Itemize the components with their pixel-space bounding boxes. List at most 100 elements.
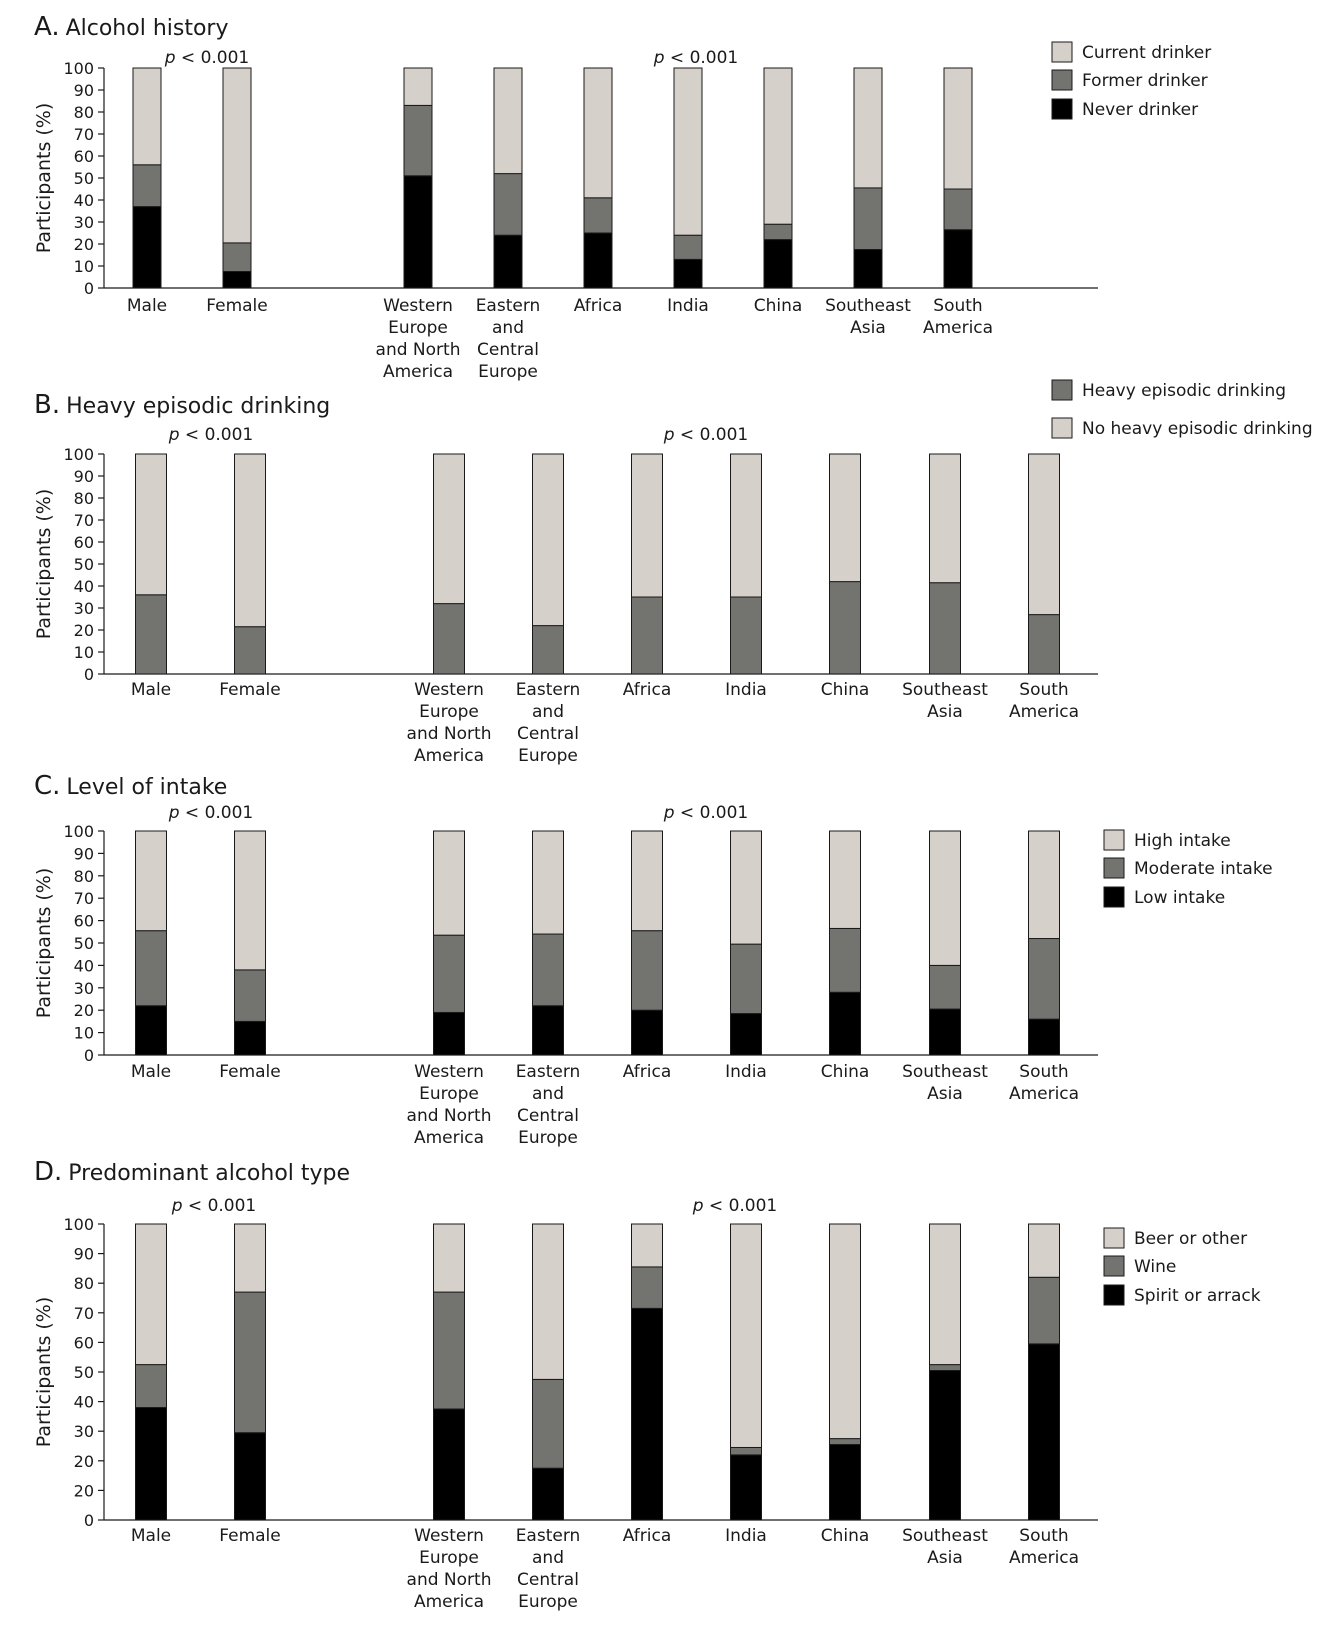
legend-label: No heavy episodic drinking — [1082, 419, 1313, 439]
y-tick-label: 30 — [74, 979, 94, 998]
y-tick-label: 20 — [74, 1001, 94, 1020]
category-label: America — [414, 746, 484, 766]
category-label: India — [725, 680, 767, 700]
category-label: Africa — [623, 1062, 672, 1082]
y-tick-label: 60 — [74, 147, 94, 166]
bar-segment — [730, 1223, 762, 1448]
category-label: Europe — [518, 1128, 578, 1148]
y-tick-label: 70 — [74, 125, 94, 144]
bar-segment — [222, 67, 252, 244]
category-label: America — [414, 1592, 484, 1612]
bar-segment — [829, 1444, 861, 1521]
category-label: South — [1019, 680, 1068, 700]
panel-letter: B. — [34, 390, 60, 420]
p-value-label: p < 0.001 — [168, 803, 254, 823]
bar-segment — [853, 249, 883, 289]
y-tick-label: 80 — [74, 103, 94, 122]
legend-swatch — [1051, 379, 1073, 401]
bar-segment — [135, 1407, 167, 1521]
bar-segment — [433, 1011, 465, 1056]
panel-title: D. Predominant alcohol type — [34, 1157, 350, 1187]
y-tick-label: 20 — [74, 1452, 94, 1471]
y-axis-label: Participants (%) — [33, 1297, 55, 1448]
y-tick-label: 90 — [74, 467, 94, 486]
bar-segment — [433, 1291, 465, 1410]
bar-segment — [929, 1008, 961, 1056]
bar-segment — [1028, 1276, 1060, 1345]
chart-panel-a: A. Alcohol history 0 10 20 30 40 50 60 70 80 90 100 P… — [33, 12, 1211, 382]
bar-segment — [943, 188, 973, 231]
chart-panel-d: D. Predominant alcohol type 0 20 20 30 40 50 60 7… — [33, 1157, 1261, 1612]
p-symbol: p — [168, 425, 180, 445]
bar-segment — [829, 1223, 861, 1440]
panel-title-text: Heavy episodic drinking — [66, 394, 330, 419]
y-tick-label: 0 — [84, 279, 94, 298]
bar-segment — [1028, 830, 1060, 940]
bar-segment — [1028, 1223, 1060, 1278]
category-label: Asia — [927, 1084, 963, 1104]
bar-segment — [763, 223, 793, 241]
y-tick-label: 80 — [74, 489, 94, 508]
y-tick-label: 50 — [74, 1363, 94, 1382]
category-label: Central — [517, 1106, 579, 1126]
p-threshold: < 0.001 — [180, 803, 254, 823]
y-tick-label: 60 — [74, 1333, 94, 1352]
bar-segment — [532, 1005, 564, 1056]
panel-title-text: Level of intake — [66, 775, 227, 800]
category-label: Asia — [850, 318, 886, 338]
panel-title-text: Predominant alcohol type — [68, 1161, 350, 1186]
legend-swatch — [1103, 1284, 1125, 1306]
bar-segment — [135, 930, 167, 1007]
category-label: and — [532, 1084, 564, 1104]
bar-segment — [532, 1378, 564, 1469]
category-label: Male — [127, 296, 167, 316]
category-label: and North — [407, 1570, 492, 1590]
y-tick-label: 50 — [74, 169, 94, 188]
category-label: Europe — [419, 1084, 479, 1104]
y-tick-label: 40 — [74, 577, 94, 596]
category-label: Southeast — [902, 680, 988, 700]
bar-segment — [493, 234, 523, 289]
bar-segment — [730, 453, 762, 598]
category-label: and North — [407, 1106, 492, 1126]
bar-segment — [829, 991, 861, 1056]
panel-title: C. Level of intake — [34, 771, 227, 801]
category-label: China — [821, 1526, 870, 1546]
category-label: India — [725, 1062, 767, 1082]
bar-segment — [132, 164, 162, 208]
category-label: Southeast — [902, 1526, 988, 1546]
bar-segment — [1028, 1018, 1060, 1056]
category-label: America — [414, 1128, 484, 1148]
bar-segment — [234, 1432, 266, 1521]
category-label: Europe — [478, 362, 538, 382]
category-label: Asia — [927, 702, 963, 722]
category-label: Eastern — [516, 680, 581, 700]
legend-label: High intake — [1134, 831, 1231, 851]
legend-swatch — [1103, 886, 1125, 908]
y-tick-label: 40 — [74, 191, 94, 210]
p-value-label: p < 0.001 — [171, 1196, 257, 1216]
legend-label: Wine — [1134, 1257, 1176, 1277]
bar-segment — [730, 1446, 762, 1456]
bar-segment — [829, 581, 861, 675]
category-label: Eastern — [476, 296, 541, 316]
y-tick-label: 0 — [84, 1046, 94, 1065]
p-threshold: < 0.001 — [704, 1196, 778, 1216]
category-label: Female — [219, 680, 280, 700]
panel-title-text: Alcohol history — [66, 16, 229, 41]
y-tick-label: 90 — [74, 81, 94, 100]
bar-segment — [730, 1013, 762, 1056]
p-threshold: < 0.001 — [665, 48, 739, 68]
category-label: Africa — [574, 296, 623, 316]
bar-segment — [135, 453, 167, 596]
bar-segment — [135, 1005, 167, 1056]
bar-segment — [433, 1408, 465, 1521]
y-axis-label: Participants (%) — [33, 868, 55, 1019]
category-label: Southeast — [825, 296, 911, 316]
legend-swatch — [1103, 857, 1125, 879]
category-label: India — [667, 296, 709, 316]
y-tick-label: 50 — [74, 555, 94, 574]
category-label: and — [532, 702, 564, 722]
bar-segment — [943, 229, 973, 289]
